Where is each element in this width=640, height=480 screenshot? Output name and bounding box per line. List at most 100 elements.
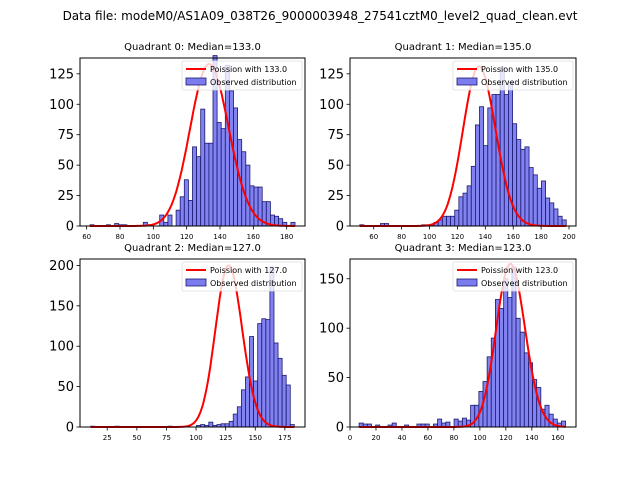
histogram-bar — [253, 186, 259, 227]
histogram-bar — [523, 352, 529, 428]
histogram-bar — [200, 108, 206, 227]
x-tick-label: 180 — [280, 233, 293, 241]
histogram-bar — [167, 214, 173, 227]
histogram-bar — [208, 142, 214, 227]
x-tick-label: 140 — [525, 434, 538, 442]
histogram-bar — [515, 317, 521, 428]
histogram-bar — [545, 197, 551, 227]
histogram-bar — [281, 374, 287, 428]
legend-label-observed: Observed distribution — [210, 78, 297, 87]
y-tick-label: 0 — [66, 421, 74, 436]
histogram-bar — [470, 165, 476, 227]
chart-title: Quadrant 0: Median=133.0 — [124, 42, 261, 53]
legend-bar-swatch — [456, 77, 478, 86]
histogram-bar — [499, 67, 505, 227]
chart-quadrant-3: Quadrant 3: Median=123.0 0 20 40 60 80 100 120 1… — [319, 243, 577, 442]
chart-title: Quadrant 1: Median=135.0 — [395, 42, 532, 53]
histogram-bar — [483, 145, 489, 227]
x-tick-label: 120 — [180, 233, 193, 241]
y-tick-label: 50 — [327, 371, 344, 386]
x-tick-label: 100 — [189, 434, 202, 442]
y-tick-label: 75 — [57, 128, 74, 143]
histogram-bar — [437, 418, 443, 428]
y-tick-label: 100 — [319, 322, 344, 337]
histogram-bar — [187, 200, 193, 227]
y-tick-label: 100 — [49, 340, 74, 355]
histogram-bar — [204, 142, 210, 227]
y-tick-label: 100 — [319, 98, 344, 113]
histogram-bar — [232, 413, 238, 428]
x-tick-label: 125 — [219, 434, 232, 442]
histogram-bar — [175, 209, 181, 227]
legend-box — [452, 261, 574, 292]
x-tick-label: 200 — [562, 233, 575, 241]
histogram-bar — [446, 215, 452, 227]
x-tick-label: 25 — [103, 434, 112, 442]
x-tick-label: 140 — [479, 233, 492, 241]
x-tick-label: 120 — [451, 233, 464, 241]
histogram-bar — [216, 122, 222, 227]
histogram-bar — [466, 185, 472, 227]
histogram-bar — [462, 192, 468, 227]
x-tick-label: 100 — [147, 233, 160, 241]
histogram-bar — [183, 179, 189, 227]
histogram-bar — [236, 406, 242, 428]
x-tick-label: 150 — [249, 434, 262, 442]
y-tick-label: 0 — [66, 220, 74, 235]
axes-frame — [349, 258, 577, 428]
x-tick-label: 160 — [507, 233, 520, 241]
y-tick-label: 0 — [336, 421, 344, 436]
x-tick-label: 80 — [449, 434, 458, 442]
x-tick-label: 20 — [372, 434, 381, 442]
histogram-bar — [208, 421, 214, 428]
histogram-bar — [163, 221, 169, 227]
histogram-bar — [450, 215, 456, 227]
histogram-bar — [273, 342, 279, 428]
chart-title: Quadrant 3: Median=123.0 — [395, 243, 532, 254]
histogram-bar — [520, 148, 526, 227]
histogram-bar — [458, 196, 464, 227]
x-tick-label: 100 — [473, 434, 486, 442]
histogram-bar — [532, 174, 538, 227]
y-tick-label: 125 — [49, 67, 74, 82]
histogram-bar — [503, 278, 509, 428]
y-tick-label: 150 — [319, 272, 344, 287]
y-tick-label: 75 — [327, 128, 344, 143]
histogram-bar — [553, 208, 559, 227]
y-tick-label: 100 — [49, 98, 74, 113]
histogram-bar — [536, 187, 542, 227]
chart-quadrant-2: Quadrant 2: Median=127.0 25 50 75 100 125 150 1… — [49, 243, 306, 442]
legend-box — [181, 261, 303, 292]
x-tick-label: 160 — [247, 233, 260, 241]
x-tick-label: 180 — [534, 233, 547, 241]
x-tick-label: 0 — [348, 434, 352, 442]
y-tick-label: 150 — [49, 299, 74, 314]
chart-title: Quadrant 2: Median=127.0 — [124, 243, 261, 254]
y-tick-label: 50 — [327, 159, 344, 174]
histogram-bar — [179, 196, 185, 227]
x-tick-label: 80 — [116, 233, 125, 241]
legend: Poission with 133.0 Observed distribution — [181, 60, 303, 91]
chart-quadrant-0: Quadrant 0: Median=133.0 60 80 100 120 140 160… — [49, 42, 306, 241]
histogram-bar — [503, 94, 509, 227]
legend: Poission with 135.0 Observed distribution — [452, 60, 574, 91]
histogram-bar — [245, 164, 251, 227]
histogram-bar — [228, 420, 234, 428]
histogram-bar — [507, 297, 513, 428]
y-tick-label: 0 — [336, 220, 344, 235]
y-tick-label: 50 — [57, 380, 74, 395]
histogram-bar — [265, 201, 271, 227]
histogram-bar — [261, 318, 267, 428]
legend-bar-swatch — [185, 278, 207, 287]
x-tick-label: 175 — [278, 434, 291, 442]
legend-label-poisson: Poission with 127.0 — [210, 266, 287, 275]
legend-box — [181, 60, 303, 91]
figure-suptitle: Data file: modeM0/AS1A09_038T26_90000039… — [62, 9, 578, 23]
y-tick-label: 125 — [319, 67, 344, 82]
histogram-bar — [277, 357, 283, 428]
legend-label-poisson: Poission with 133.0 — [210, 65, 287, 74]
x-tick-label: 40 — [397, 434, 406, 442]
axes-frame — [349, 57, 577, 227]
histogram-bar — [192, 146, 197, 227]
